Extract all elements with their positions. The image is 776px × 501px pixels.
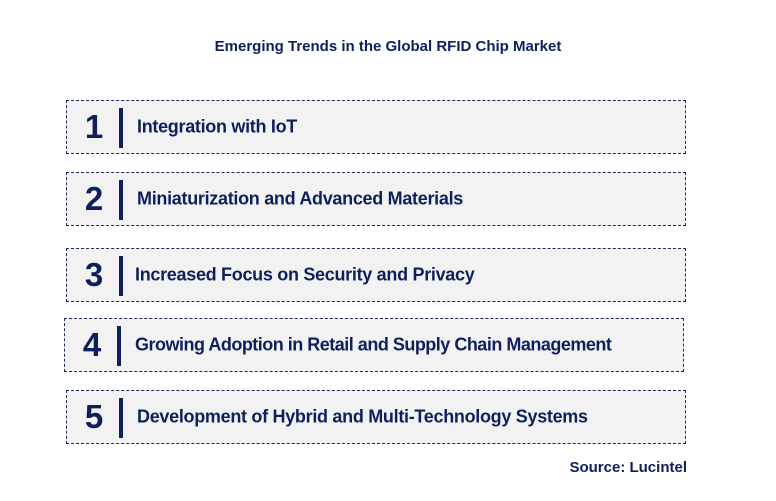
trend-box-3: 3 Increased Focus on Security and Privac… [66,248,686,302]
trend-number: 4 [82,326,102,363]
trend-box-2: 2 Miniaturization and Advanced Materials [66,172,686,226]
trend-box-5: 5 Development of Hybrid and Multi-Techno… [66,390,686,444]
divider-bar [119,108,123,148]
trend-number: 3 [84,256,104,293]
trend-label: Integration with IoT [137,116,297,137]
trend-label: Increased Focus on Security and Privacy [135,264,475,285]
trend-box-1: 1 Integration with IoT [66,100,686,154]
diagram-title: Emerging Trends in the Global RFID Chip … [214,38,562,55]
trend-number: 1 [84,108,104,145]
divider-bar [119,398,123,438]
trend-label: Growing Adoption in Retail and Supply Ch… [135,334,612,355]
trend-number: 5 [84,398,104,435]
trend-label: Development of Hybrid and Multi-Technolo… [137,406,588,427]
source-note: Source: Lucintel [569,459,687,476]
trend-box-4: 4 Growing Adoption in Retail and Supply … [64,318,684,372]
trend-number: 2 [84,180,104,217]
divider-bar [117,326,121,366]
trend-label: Miniaturization and Advanced Materials [137,188,463,209]
divider-bar [119,180,123,220]
divider-bar [119,256,123,296]
